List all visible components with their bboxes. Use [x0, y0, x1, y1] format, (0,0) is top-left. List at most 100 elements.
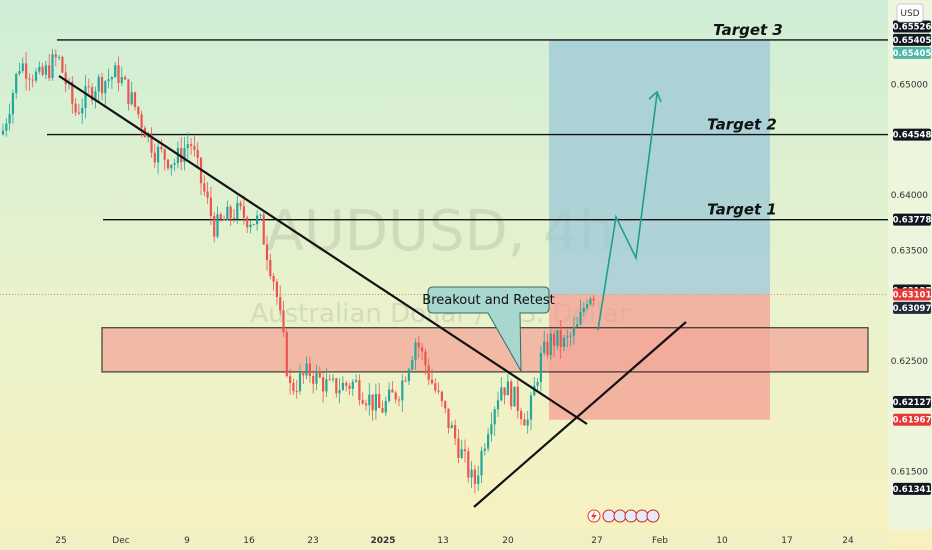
candle-body-83: [275, 281, 278, 298]
price-tick-label-2: 0.64000: [891, 191, 928, 201]
profit-zone[interactable]: [549, 39, 770, 295]
lightning-bolt-glyph: [591, 511, 597, 521]
candle-body-152: [503, 387, 506, 396]
candle-body-156: [516, 386, 519, 411]
candle-body-71: [236, 202, 239, 220]
breakout-callout[interactable]: Breakout and Retest: [422, 286, 555, 372]
candle-body-37: [124, 77, 127, 80]
candle-body-166: [549, 333, 552, 355]
price-badge-4[interactable]: [893, 213, 931, 226]
price-badge-10[interactable]: [893, 482, 931, 495]
price-badge-label-1: 0.65405: [893, 36, 932, 46]
projection-arrowhead: [648, 90, 662, 103]
candle-body-88: [292, 382, 295, 392]
candle-body-131: [434, 383, 437, 391]
event-icons[interactable]: [587, 509, 660, 523]
candle-body-38: [127, 79, 130, 105]
price-badge-label-6: 0.63101: [893, 290, 932, 300]
candle-body-148: [490, 424, 493, 435]
candle-body-7: [25, 63, 28, 79]
candle-body-10: [34, 71, 38, 81]
candle-body-127: [421, 347, 424, 352]
price-badge-label-0: 0.65526: [893, 23, 932, 33]
uptrend-line[interactable]: [473, 321, 687, 508]
candle-body-147: [487, 434, 490, 449]
candle-body-75: [249, 224, 252, 228]
candle-body-50: [166, 159, 170, 169]
candle-body-141: [467, 451, 470, 478]
candle-body-95: [315, 371, 318, 384]
price-badge-label-4: 0.63778: [893, 216, 932, 226]
price-badge-8[interactable]: [893, 396, 931, 409]
time-tick-label-11: 17: [781, 536, 792, 546]
flag-icon-2: [613, 509, 627, 523]
candle-body-124: [411, 359, 414, 370]
price-badge-0[interactable]: [893, 20, 931, 33]
candle-body-99: [328, 379, 331, 381]
candle-body-74: [246, 217, 249, 228]
price-tick-label-5: 0.61500: [891, 467, 928, 477]
target-label-1: Target 3: [713, 21, 783, 39]
time-tick-label-6: 13: [437, 536, 448, 546]
price-badge-6[interactable]: [893, 288, 931, 301]
price-badge-label-2: 0.65405: [893, 49, 932, 59]
candle-body-89: [295, 391, 298, 393]
time-tick-label-3: 16: [243, 536, 255, 546]
candle-body-36: [120, 77, 123, 83]
candle-body-97: [322, 377, 325, 392]
price-badge-3[interactable]: [893, 128, 931, 141]
projected-path-arrow[interactable]: [597, 93, 658, 331]
price-badge-7[interactable]: [893, 301, 931, 314]
candle-body-46: [153, 152, 156, 163]
candle-body-140: [463, 449, 467, 452]
candle-body-70: [232, 217, 236, 220]
candle-body-107: [355, 380, 358, 382]
time-tick-label-9: Feb: [652, 536, 668, 546]
currency-box[interactable]: [896, 3, 924, 23]
candle-body-176: [582, 307, 585, 312]
candle-body-47: [157, 146, 160, 163]
price-axis-panel[interactable]: [888, 0, 932, 530]
candle-body-48: [160, 146, 163, 150]
candle-body-3: [11, 93, 14, 115]
candle-body-158: [523, 419, 526, 426]
time-axis: 25 Dec 9 16 23 2025 13 20 27 Feb 10 17 24: [55, 536, 854, 546]
candle-body-165: [546, 341, 549, 355]
candle-body-21: [71, 81, 74, 104]
candle-body-39: [130, 92, 133, 105]
candle-body-9: [31, 79, 34, 81]
support-zone-rectangle[interactable]: [101, 327, 869, 373]
candle-body-103: [341, 382, 344, 391]
candle-body-134: [444, 401, 447, 409]
target-label-3: Target 1: [707, 201, 777, 219]
candle-body-167: [553, 333, 556, 346]
candle-body-25: [84, 86, 87, 108]
price-badge-1[interactable]: [893, 33, 931, 46]
candle-body-26: [87, 86, 90, 88]
candle-body-109: [361, 399, 364, 404]
flag-icon-3: [624, 509, 638, 523]
candle-body-27: [91, 87, 94, 101]
price-badge-2[interactable]: [893, 46, 931, 59]
candle-body-157: [520, 410, 523, 420]
downtrend-line[interactable]: [58, 75, 588, 425]
candle-body-63: [209, 197, 212, 217]
price-badge-label-8: 0.62127: [893, 398, 932, 408]
candle-body-145: [480, 450, 483, 476]
candle-body-73: [242, 206, 245, 218]
candle-body-58: [193, 146, 196, 150]
candle-body-133: [440, 391, 443, 402]
candle-body-146: [483, 448, 486, 451]
candle-body-142: [470, 469, 473, 478]
time-tick-label-8: 27: [591, 536, 602, 546]
time-axis-panel[interactable]: [0, 530, 888, 550]
price-badge-label-9: 0.61967: [893, 416, 932, 426]
candle-body-5: [18, 70, 21, 74]
candle-body-16: [54, 54, 57, 58]
callout-bubble: [427, 286, 550, 372]
price-badge-9[interactable]: [893, 413, 931, 426]
candle-body-94: [312, 375, 315, 384]
